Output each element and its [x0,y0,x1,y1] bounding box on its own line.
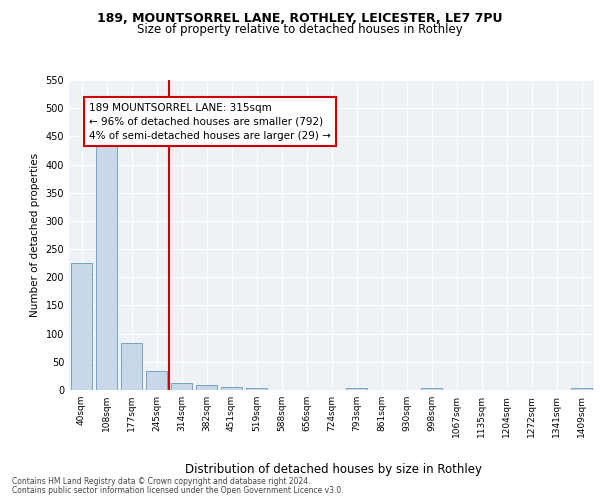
Bar [196,386,217,390]
Text: Distribution of detached houses by size in Rothley: Distribution of detached houses by size … [185,462,482,475]
Bar [346,388,367,390]
Bar [246,388,267,390]
Bar [121,343,142,390]
Text: 189 MOUNTSORREL LANE: 315sqm
← 96% of detached houses are smaller (792)
4% of se: 189 MOUNTSORREL LANE: 315sqm ← 96% of de… [89,102,331,141]
Bar [171,383,192,390]
Text: Contains HM Land Registry data © Crown copyright and database right 2024.: Contains HM Land Registry data © Crown c… [12,478,311,486]
Y-axis label: Number of detached properties: Number of detached properties [30,153,40,317]
Text: Contains public sector information licensed under the Open Government Licence v3: Contains public sector information licen… [12,486,344,495]
Bar [571,388,592,390]
Text: 189, MOUNTSORREL LANE, ROTHLEY, LEICESTER, LE7 7PU: 189, MOUNTSORREL LANE, ROTHLEY, LEICESTE… [97,12,503,26]
Bar [71,263,92,390]
Text: Size of property relative to detached houses in Rothley: Size of property relative to detached ho… [137,22,463,36]
Bar [96,134,117,390]
Bar [221,386,242,390]
Bar [421,388,442,390]
Bar [146,372,167,390]
